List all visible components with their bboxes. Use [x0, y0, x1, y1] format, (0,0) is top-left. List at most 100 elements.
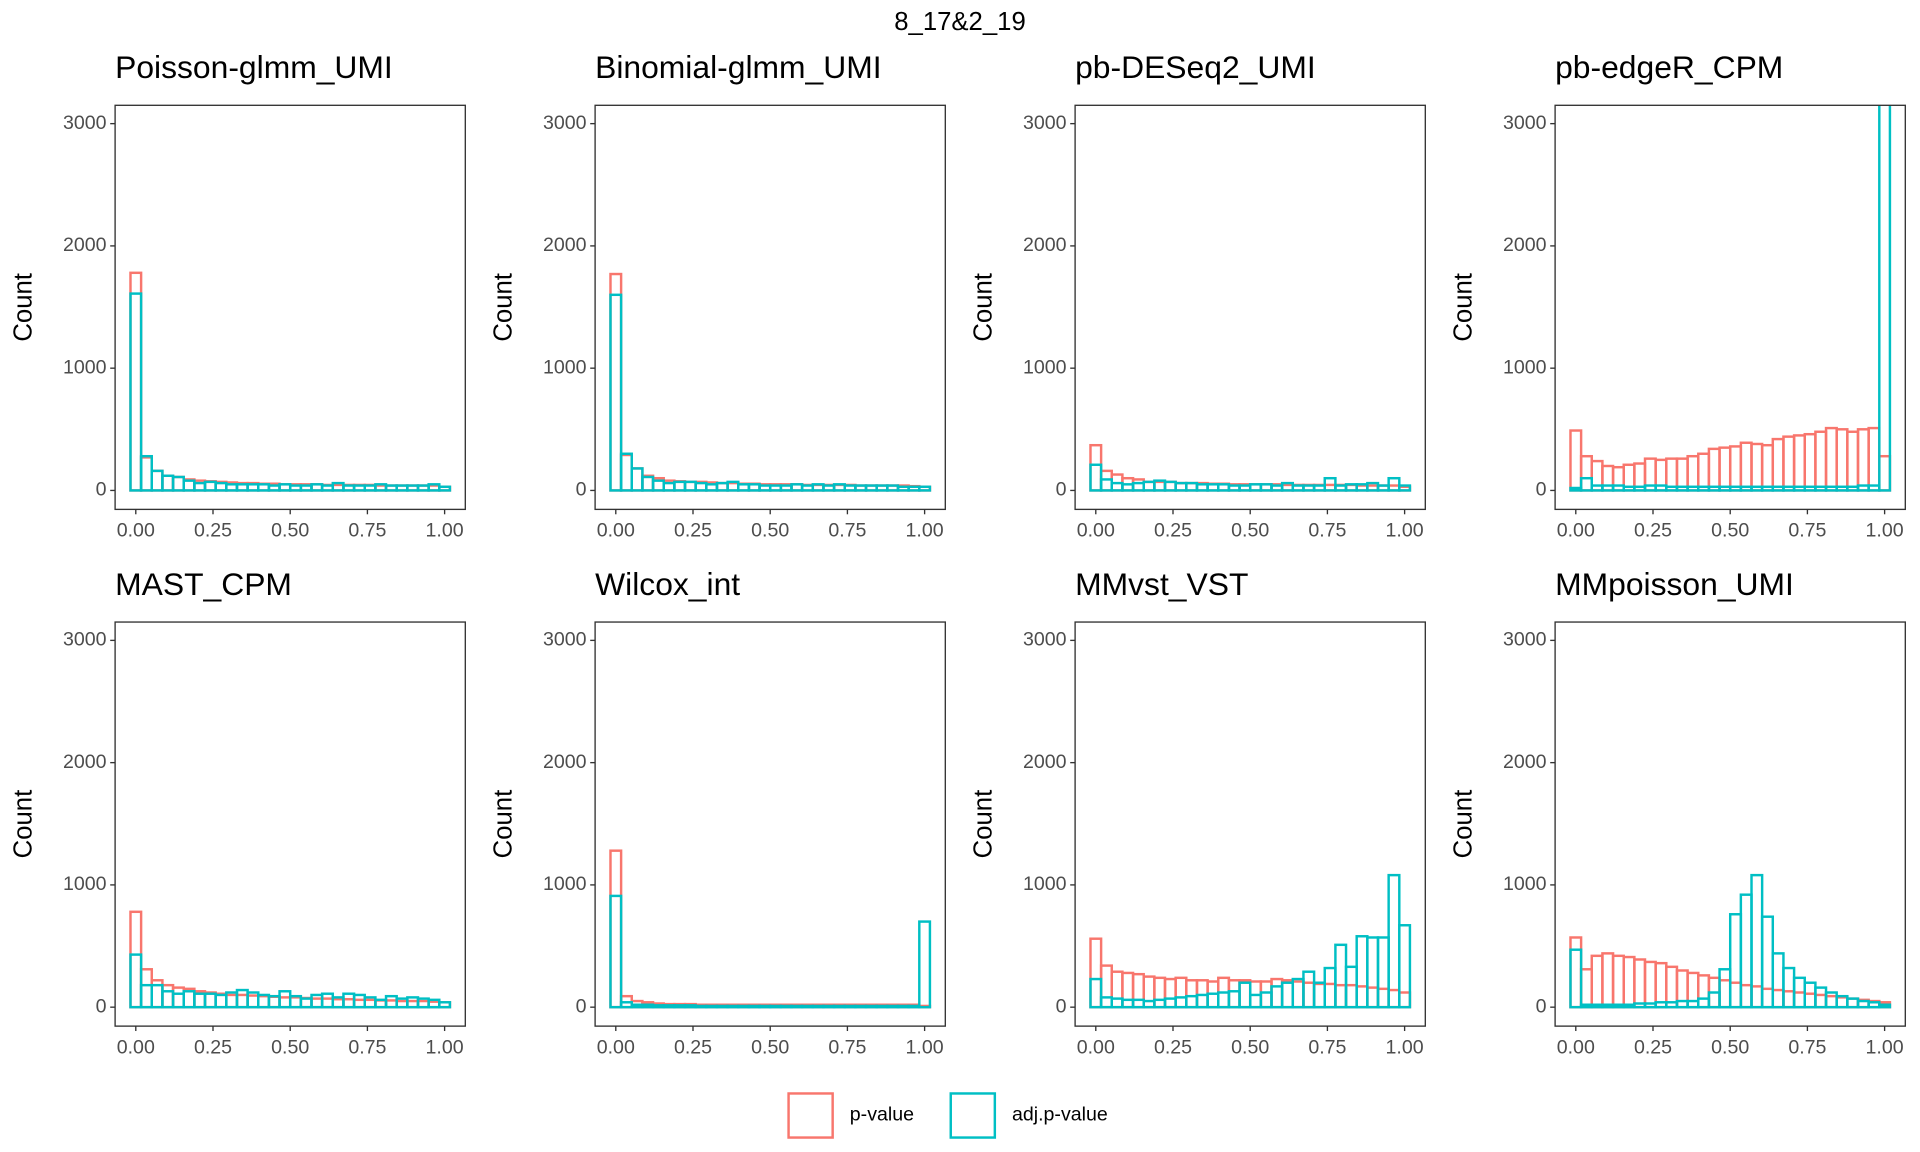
- histogram-bar: [1590, 1003, 1604, 1009]
- panel-title: MMpoisson_UMI: [1555, 566, 1794, 602]
- y-tick-label: 3000: [1503, 112, 1547, 134]
- x-tick-label: 0.00: [597, 520, 635, 542]
- x-tick-label: 0.50: [1711, 520, 1749, 542]
- bars: [129, 910, 452, 1009]
- histogram-bar: [843, 1004, 857, 1009]
- y-tick-label: 3000: [1503, 629, 1547, 651]
- x-tick-label: 0.25: [674, 520, 712, 542]
- y-tick-label: 3000: [63, 629, 107, 651]
- y-axis-label: Count: [1449, 273, 1477, 342]
- panel: MMpoisson_UMI Count 0 1000 2000 3000 0.00 0.25 0…: [1449, 566, 1906, 1058]
- histogram-bar: [768, 1004, 783, 1009]
- histogram-bar: [747, 1004, 761, 1009]
- histogram-bar: [1569, 948, 1583, 1009]
- x-tick-label: 0.25: [1634, 520, 1672, 542]
- legend-key: [787, 1092, 834, 1139]
- x-tick-label: 1.00: [906, 1036, 944, 1058]
- x-tick-label: 1.00: [1386, 520, 1424, 542]
- y-tick-label: 1000: [1023, 356, 1067, 378]
- histogram-bar: [726, 1004, 740, 1009]
- plot-background: [115, 622, 466, 1027]
- x-tick-label: 1.00: [1866, 520, 1904, 542]
- y-tick-label: 3000: [543, 112, 587, 134]
- y-axis-label: Count: [9, 790, 37, 859]
- y-axis-label: Count: [969, 273, 997, 342]
- legend-label: p-value: [850, 1104, 914, 1126]
- histogram-bar: [129, 292, 143, 492]
- bars: [1089, 443, 1412, 492]
- x-tick-label: 0.25: [1634, 1036, 1672, 1058]
- plot-background: [595, 622, 946, 1027]
- plot-background: [1075, 622, 1426, 1027]
- x-tick-label: 0.25: [674, 1036, 712, 1058]
- y-tick-label: 2000: [63, 234, 107, 256]
- histogram-bar: [438, 1001, 452, 1009]
- y-tick-label: 0: [1536, 995, 1547, 1017]
- histogram-bar: [854, 1004, 868, 1009]
- x-tick-label: 0.75: [348, 1036, 386, 1058]
- y-tick-label: 3000: [63, 112, 107, 134]
- bars: [609, 272, 932, 492]
- bars: [129, 271, 452, 492]
- y-tick-label: 2000: [1023, 234, 1067, 256]
- panel-title: MAST_CPM: [115, 566, 292, 602]
- histogram-bar: [662, 1004, 676, 1009]
- histogram-bar: [609, 293, 623, 492]
- histogram-bar: [1878, 105, 1892, 492]
- y-tick-label: 1000: [63, 873, 107, 895]
- x-tick-label: 0.25: [194, 520, 232, 542]
- x-tick-label: 0.50: [1231, 520, 1269, 542]
- histogram-bar: [673, 1004, 687, 1009]
- y-tick-label: 0: [1536, 479, 1547, 501]
- y-tick-label: 3000: [1023, 629, 1067, 651]
- y-tick-label: 0: [1056, 479, 1067, 501]
- histogram-bar: [1611, 1003, 1625, 1009]
- y-tick-label: 1000: [63, 356, 107, 378]
- histogram-bar: [609, 894, 623, 1009]
- histogram-bar: [800, 1004, 815, 1009]
- y-tick-label: 1000: [543, 873, 587, 895]
- histogram-bar: [1579, 1003, 1593, 1009]
- x-tick-label: 0.25: [194, 1036, 232, 1058]
- histogram-bar: [779, 1004, 793, 1009]
- y-tick-label: 0: [96, 995, 107, 1017]
- x-tick-label: 0.00: [1077, 520, 1115, 542]
- x-tick-label: 1.00: [426, 1036, 464, 1058]
- plot-background: [595, 105, 946, 510]
- legend-label: adj.p-value: [1012, 1104, 1108, 1126]
- histogram-bar: [1089, 463, 1103, 492]
- bars: [1569, 105, 1892, 492]
- panel-title: Binomial-glmm_UMI: [595, 49, 881, 85]
- histogram-bar: [896, 1004, 910, 1009]
- histogram-bar: [1601, 1003, 1615, 1009]
- x-tick-label: 0.50: [1711, 1036, 1749, 1058]
- x-tick-label: 0.25: [1154, 1036, 1192, 1058]
- histogram-bar: [129, 953, 143, 1009]
- histogram-bar: [1089, 977, 1103, 1009]
- panel-title: pb-edgeR_CPM: [1555, 49, 1783, 85]
- y-axis-label: Count: [9, 273, 37, 342]
- histogram-bar: [864, 1004, 878, 1009]
- bars: [609, 849, 932, 1009]
- histogram-bar: [1622, 1003, 1636, 1009]
- x-tick-label: 0.50: [751, 520, 789, 542]
- y-axis-label: Count: [969, 790, 997, 859]
- x-tick-label: 1.00: [906, 520, 944, 542]
- y-tick-label: 1000: [1023, 873, 1067, 895]
- panel: MAST_CPM Count 0 1000 2000 3000 0.00 0.25 0.50 0.…: [9, 566, 466, 1058]
- legend-key: [949, 1092, 997, 1139]
- y-tick-label: 0: [576, 995, 587, 1017]
- x-tick-label: 0.75: [828, 1036, 866, 1058]
- x-tick-label: 0.75: [1788, 1036, 1826, 1058]
- y-tick-label: 0: [96, 479, 107, 501]
- x-tick-label: 0.00: [117, 520, 155, 542]
- panel: MMvst_VST Count 0 1000 2000 3000 0.00 0.25 0.50 0…: [969, 566, 1426, 1058]
- y-tick-label: 3000: [1023, 112, 1067, 134]
- y-axis-label: Count: [1449, 790, 1477, 859]
- y-tick-label: 1000: [1503, 356, 1547, 378]
- x-tick-label: 0.00: [1557, 1036, 1595, 1058]
- y-tick-label: 1000: [543, 356, 587, 378]
- y-tick-label: 2000: [1503, 751, 1547, 773]
- y-tick-label: 1000: [1503, 873, 1547, 895]
